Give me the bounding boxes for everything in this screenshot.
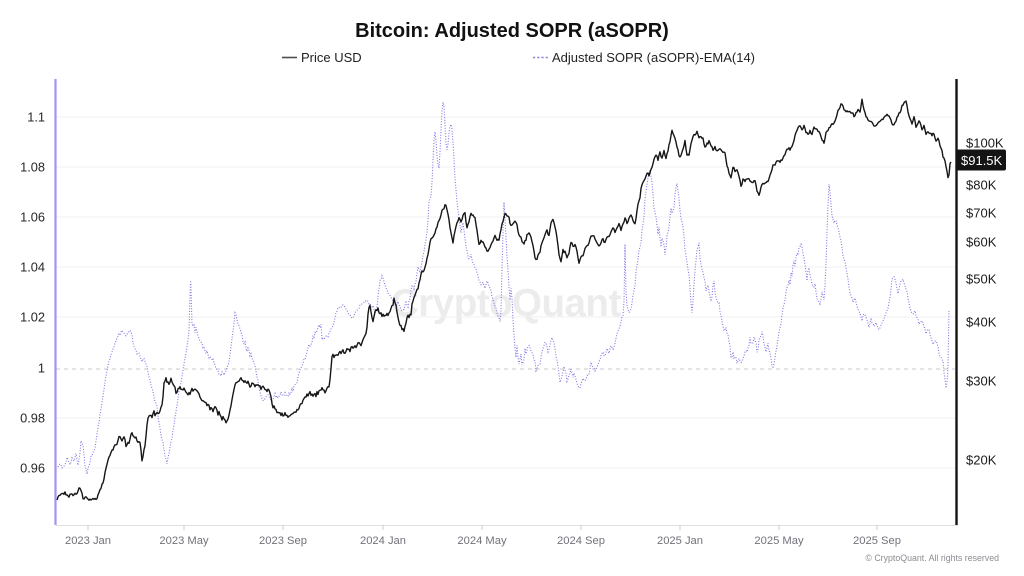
svg-text:$70K: $70K: [966, 206, 997, 221]
svg-text:1.06: 1.06: [20, 210, 45, 225]
svg-text:$30K: $30K: [966, 374, 997, 389]
svg-text:1.1: 1.1: [27, 110, 45, 125]
svg-text:2025 Jan: 2025 Jan: [657, 535, 703, 547]
svg-text:1: 1: [38, 361, 45, 376]
svg-text:$60K: $60K: [966, 235, 997, 250]
svg-text:2024 Sep: 2024 Sep: [557, 535, 605, 547]
svg-text:2024 May: 2024 May: [457, 535, 507, 547]
svg-text:$20K: $20K: [966, 453, 997, 468]
svg-text:1.04: 1.04: [20, 260, 45, 275]
svg-text:$40K: $40K: [966, 315, 997, 330]
svg-text:2025 Sep: 2025 Sep: [853, 535, 901, 547]
svg-text:2025 May: 2025 May: [754, 535, 804, 547]
svg-text:2023 Sep: 2023 Sep: [259, 535, 307, 547]
svg-text:CryptoQuant: CryptoQuant: [391, 282, 621, 325]
svg-text:2024 Jan: 2024 Jan: [360, 535, 406, 547]
svg-text:1.02: 1.02: [20, 310, 45, 325]
svg-text:$80K: $80K: [966, 178, 997, 193]
svg-text:Adjusted SOPR (aSOPR)-EMA(14): Adjusted SOPR (aSOPR)-EMA(14): [552, 50, 755, 65]
svg-text:$50K: $50K: [966, 272, 997, 287]
svg-text:$91.5K: $91.5K: [961, 153, 1003, 168]
svg-text:© CryptoQuant. All rights rese: © CryptoQuant. All rights reserved: [865, 553, 999, 563]
svg-text:2023 Jan: 2023 Jan: [65, 535, 111, 547]
svg-text:0.98: 0.98: [20, 411, 45, 426]
svg-text:2023 May: 2023 May: [159, 535, 209, 547]
svg-text:1.08: 1.08: [20, 160, 45, 175]
svg-text:$100K: $100K: [966, 136, 1004, 151]
svg-text:0.96: 0.96: [20, 461, 45, 476]
svg-text:Bitcoin: Adjusted SOPR (aSOPR): Bitcoin: Adjusted SOPR (aSOPR): [355, 20, 669, 42]
svg-text:Price USD: Price USD: [301, 50, 362, 65]
